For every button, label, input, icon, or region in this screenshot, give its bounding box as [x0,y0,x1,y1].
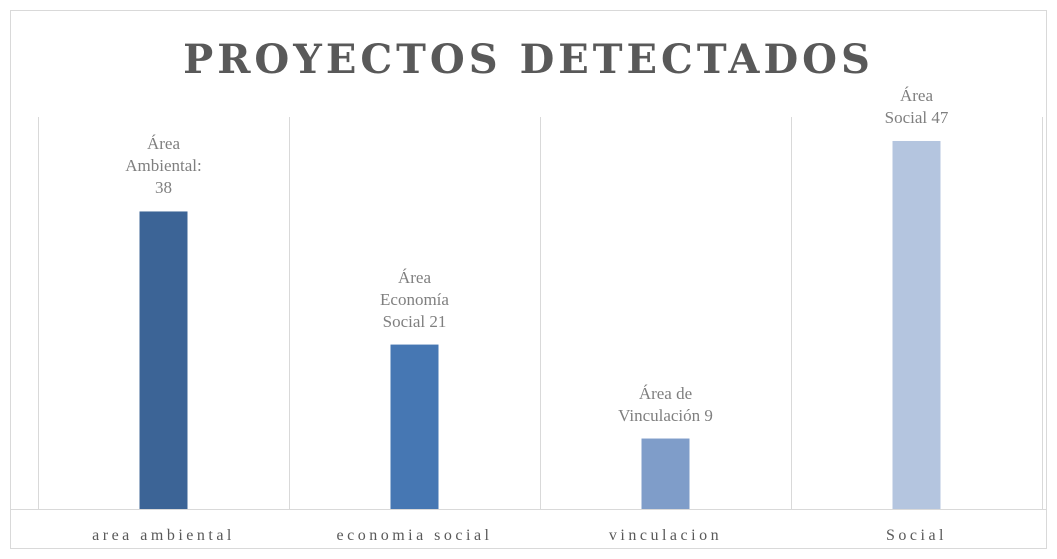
data-label: Área Social 47 [884,85,949,127]
bar [641,438,690,509]
data-label: Área de Vinculación 9 [618,383,713,425]
chart-title: PROYECTOS DETECTADOS [183,36,874,83]
x-tick-label: Social [886,527,947,544]
x-tick-label: area ambiental [92,527,235,544]
bar [892,140,941,510]
bar [390,344,439,509]
separators [38,117,1043,509]
data-label: Área Ambiental: 38 [125,134,202,198]
data-label: Área Economía Social 21 [380,267,449,331]
x-tick-label: economia social [336,527,493,544]
bar [139,211,188,509]
x-tick-label: vinculacion [608,527,723,544]
